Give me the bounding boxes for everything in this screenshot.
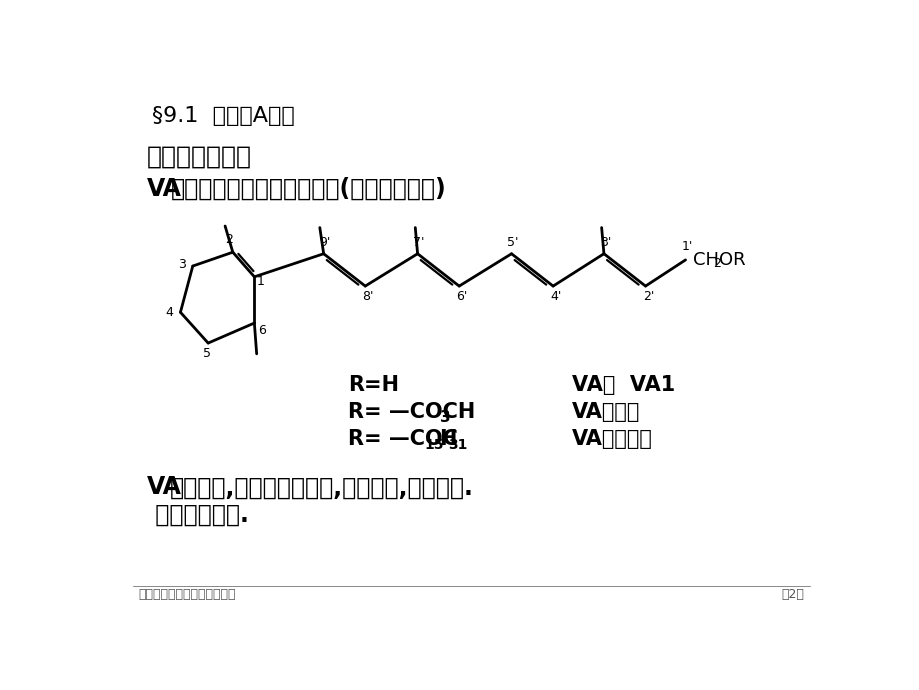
Text: 第2页: 第2页 — [780, 589, 803, 602]
Text: 2': 2' — [642, 290, 653, 304]
Text: CH: CH — [693, 251, 719, 269]
Text: 3': 3' — [599, 237, 610, 250]
Text: 3: 3 — [439, 411, 450, 425]
Text: 一、结构与性质: 一、结构与性质 — [146, 144, 251, 168]
Text: 15: 15 — [424, 437, 444, 452]
Text: 2: 2 — [712, 257, 720, 270]
Text: H: H — [438, 429, 456, 449]
Text: OR: OR — [718, 251, 744, 269]
Text: 药物分析维生素类药物的分析: 药物分析维生素类药物的分析 — [139, 589, 236, 602]
Text: 3: 3 — [178, 258, 186, 271]
Text: VA棕榈酸鉗: VA棕榈酸鉗 — [571, 429, 652, 449]
Text: 1': 1' — [681, 239, 692, 253]
Text: 含有共轭多烯醇侧链环己稀(有各种异构体): 含有共轭多烯醇侧链环己稀(有各种异构体) — [171, 177, 447, 201]
Text: 2: 2 — [225, 233, 233, 246]
Text: 4: 4 — [165, 306, 174, 319]
Text: VA醇  VA1: VA醇 VA1 — [571, 375, 675, 395]
Text: 8': 8' — [362, 290, 374, 304]
Text: VA: VA — [146, 177, 181, 201]
Text: 5: 5 — [202, 347, 210, 360]
Text: VA酤酸鉗: VA酤酸鉗 — [571, 402, 640, 422]
Text: 6: 6 — [258, 324, 266, 337]
Text: 6': 6' — [456, 290, 468, 304]
Text: 1: 1 — [256, 275, 264, 288]
Text: 为油状物,存在于鱼肝脏中,称鱼肝油,不溶于水.: 为油状物,存在于鱼肝脏中,称鱼肝油,不溶于水. — [169, 475, 473, 500]
Text: 4': 4' — [550, 290, 562, 304]
Text: R=H: R=H — [348, 375, 399, 395]
Text: §9.1  维生素A分析: §9.1 维生素A分析 — [152, 106, 294, 126]
Text: 有些人工合成.: 有些人工合成. — [146, 503, 248, 527]
Text: 9': 9' — [319, 237, 331, 250]
Text: VA: VA — [146, 475, 181, 500]
Text: 5': 5' — [506, 237, 518, 250]
Text: R= —COCH: R= —COCH — [348, 402, 475, 422]
Text: R= —COC: R= —COC — [348, 429, 458, 449]
Text: 7': 7' — [413, 237, 425, 250]
Text: 31: 31 — [448, 437, 467, 452]
